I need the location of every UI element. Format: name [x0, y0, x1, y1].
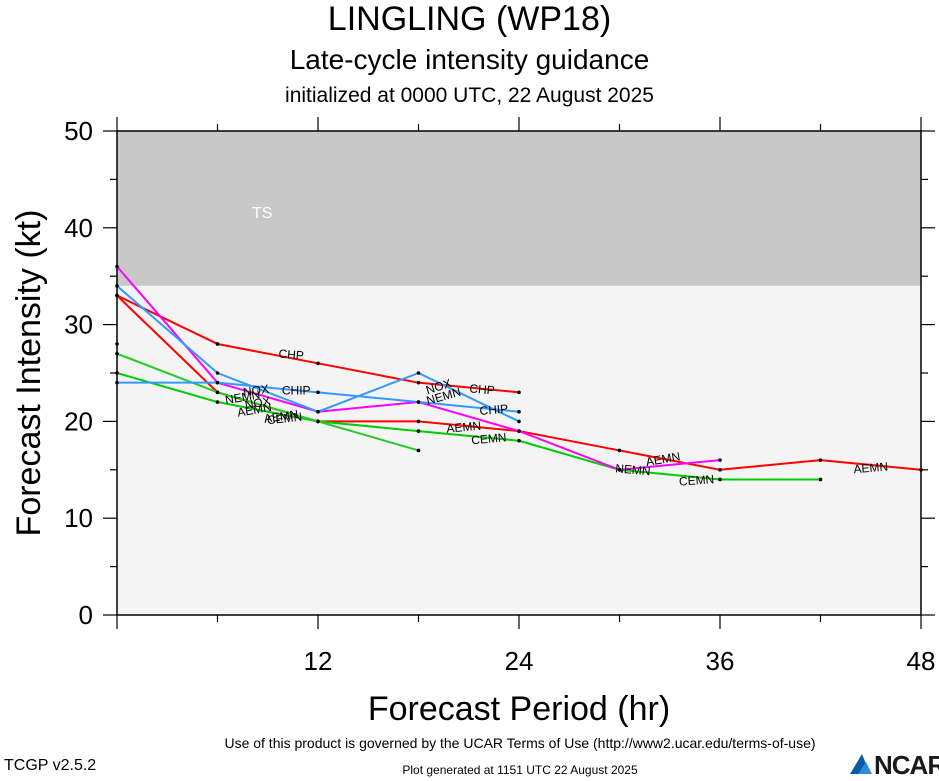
- data-point: [617, 468, 622, 472]
- data-point-extra: [115, 342, 119, 346]
- series-label: AEMN: [236, 400, 273, 420]
- data-point: [416, 448, 421, 453]
- data-point: [115, 371, 119, 375]
- data-point: [919, 468, 923, 472]
- x-tick-label: 24: [505, 646, 534, 676]
- intensity-band-1: [117, 285, 921, 615]
- series-label: CHIP: [282, 383, 311, 397]
- x-axis-label: Forecast Period (hr): [368, 690, 670, 728]
- y-tick-label: 40: [64, 213, 93, 243]
- y-tick-label: 30: [64, 310, 93, 340]
- data-point: [316, 390, 320, 395]
- data-point: [115, 380, 119, 385]
- series-label: NEMN: [224, 387, 261, 407]
- data-point: [818, 477, 823, 482]
- series-label: CEMN: [471, 430, 507, 447]
- data-point: [316, 419, 320, 424]
- version-label: TCGP v2.5.2: [4, 757, 97, 774]
- series-label: AEMN: [263, 407, 299, 426]
- data-point: [517, 438, 521, 443]
- series-label: CEMN: [266, 410, 303, 428]
- ncar-logo-icon: [850, 754, 872, 774]
- data-point: [517, 409, 521, 414]
- ncar-logo: NCAR: [848, 750, 939, 780]
- series-label: AEMN: [645, 449, 682, 469]
- data-point: [215, 390, 220, 395]
- data-point: [718, 458, 722, 462]
- data-point: [215, 342, 220, 346]
- y-tick-label: 50: [64, 116, 93, 146]
- chart-subtitle: Late-cycle intensity guidance: [289, 44, 650, 75]
- data-point: [115, 264, 119, 269]
- series-label: NEMN: [615, 461, 651, 478]
- data-point: [818, 458, 823, 462]
- intensity-band-0: [117, 131, 921, 286]
- data-point: [316, 409, 320, 414]
- series-label: CHIP: [479, 402, 509, 418]
- band-label: TS: [252, 205, 272, 222]
- data-point: [617, 448, 622, 453]
- data-point: [316, 361, 320, 366]
- series-label: CHP: [278, 347, 304, 363]
- data-point: [416, 400, 421, 404]
- data-point: [416, 371, 421, 375]
- data-point: [215, 380, 220, 385]
- series-label: AEMN: [446, 419, 482, 436]
- data-point: [115, 284, 119, 288]
- data-point: [115, 351, 119, 356]
- ncar-logo-text: NCAR: [874, 750, 939, 780]
- generated-time: Plot generated at 1151 UTC 22 August 202…: [402, 763, 638, 777]
- series-label: NOX: [244, 394, 272, 412]
- series-label: CEMN: [678, 472, 714, 488]
- data-point: [517, 419, 521, 424]
- x-tick-label: 12: [304, 646, 333, 676]
- series-label: AEMN: [853, 459, 889, 476]
- y-tick-label: 20: [64, 406, 93, 436]
- x-tick-label: 48: [907, 646, 936, 676]
- data-point: [416, 419, 421, 424]
- series-line-cemn-2: [116, 372, 821, 481]
- data-point: [215, 400, 220, 404]
- data-point: [416, 380, 421, 385]
- data-point: [517, 429, 521, 433]
- init-time: initialized at 0000 UTC, 22 August 2025: [285, 84, 654, 107]
- y-tick-label: 0: [79, 600, 93, 630]
- data-point: [718, 477, 722, 482]
- series-line-unnamed-3: [116, 352, 419, 452]
- x-tick-label: 36: [706, 646, 735, 676]
- series-label: NOX: [242, 382, 270, 399]
- data-point: [215, 371, 220, 375]
- y-tick-label: 10: [64, 503, 93, 533]
- data-point: [718, 468, 722, 472]
- series-label: CHP: [469, 381, 495, 397]
- chart-title: LINGLING (WP18): [327, 0, 612, 38]
- data-point: [517, 390, 521, 395]
- data-point: [115, 293, 119, 298]
- terms-of-use: Use of this product is governed by the U…: [224, 735, 816, 751]
- data-point: [416, 429, 421, 433]
- y-axis-label: Forecast Intensity (kt): [10, 210, 48, 537]
